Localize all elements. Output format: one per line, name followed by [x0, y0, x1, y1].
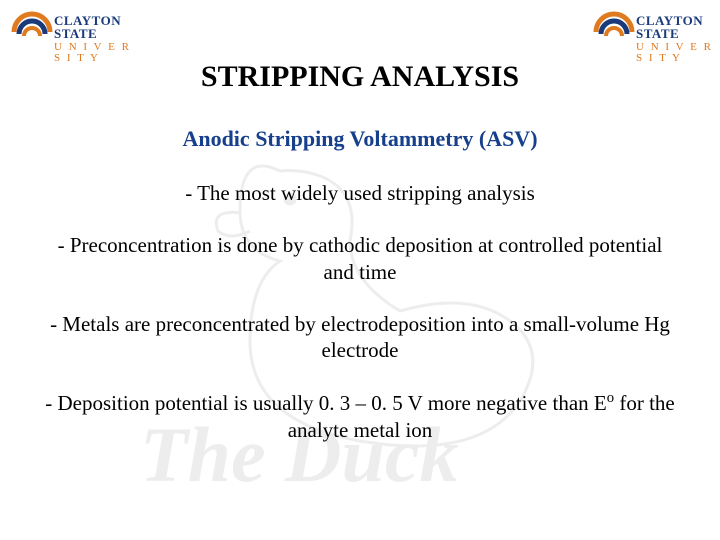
- bullet-2: - Preconcentration is done by cathodic d…: [40, 232, 680, 285]
- bullet-1: - The most widely used stripping analysi…: [40, 180, 680, 206]
- bullet-4-main: - Deposition potential is usually 0. 3 –…: [45, 391, 606, 415]
- bullet-4: - Deposition potential is usually 0. 3 –…: [40, 389, 680, 443]
- logo-left: CLAYTON STATE U N I V E R S I T Y: [8, 8, 138, 58]
- logo-line2: U N I V E R S I T Y: [636, 42, 720, 64]
- slide-content: STRIPPING ANALYSIS Anodic Stripping Volt…: [0, 0, 720, 540]
- slide-subtitle: Anodic Stripping Voltammetry (ASV): [0, 126, 720, 152]
- logo-swoosh-icon: [590, 8, 638, 56]
- logo-line1: CLAYTON STATE: [54, 14, 138, 40]
- logo-swoosh-icon: [8, 8, 56, 56]
- bullet-3: - Metals are preconcentrated by electrod…: [40, 311, 680, 364]
- slide-title: STRIPPING ANALYSIS: [0, 60, 720, 94]
- bullet-4-sup: o: [607, 390, 614, 406]
- logo-line1: CLAYTON STATE: [636, 14, 720, 40]
- logo-right: CLAYTON STATE U N I V E R S I T Y: [590, 8, 720, 58]
- logo-line2: U N I V E R S I T Y: [54, 42, 138, 64]
